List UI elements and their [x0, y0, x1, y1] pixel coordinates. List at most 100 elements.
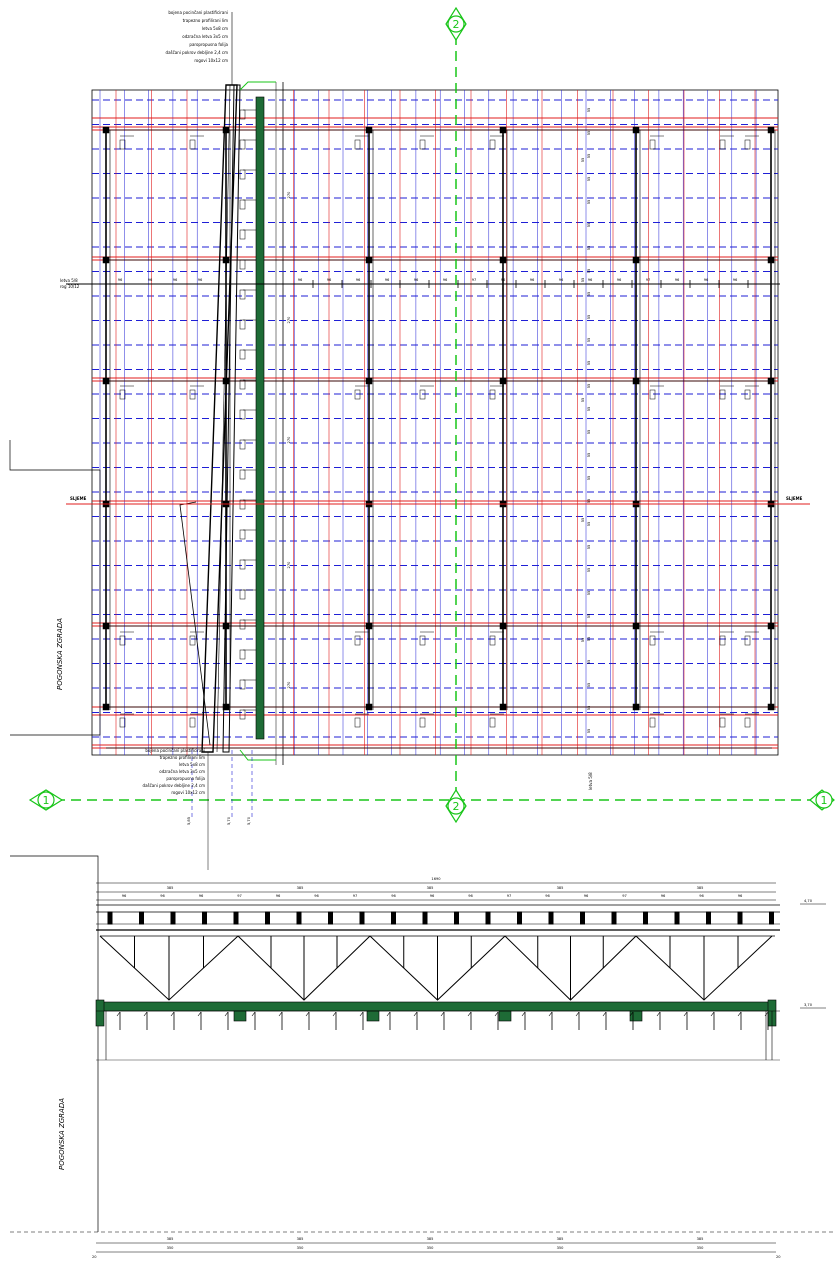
batten-spacing-dim: 96: [733, 278, 738, 282]
hanger-symbol: [649, 389, 656, 400]
joint-symbol: [632, 256, 640, 264]
batten-spacing-dim: 96: [617, 278, 622, 282]
section-batten: [107, 911, 113, 925]
axis-2-top-marker: 2: [445, 6, 467, 42]
column-dimension: 55: [587, 706, 591, 711]
section-rafter-arrow: [494, 1011, 499, 1017]
section-rafter-arrow: [224, 1011, 229, 1017]
joint-symbol: [499, 703, 507, 711]
wall-symbol: [239, 649, 246, 660]
section-batten: [454, 911, 459, 925]
hanger-symbol: [419, 139, 426, 150]
wall-symbol: [239, 259, 246, 270]
section-rafter-arrow: [116, 1011, 121, 1017]
axis-2-bottom-label: 2: [453, 800, 460, 813]
column-dimension: 55: [587, 499, 591, 504]
section-spacing-dim: 97: [507, 894, 512, 898]
hanger-symbol: [354, 139, 361, 150]
section-batten: [265, 911, 270, 925]
batten-spacing-dim: 96: [530, 278, 535, 282]
section-rafter-arrow: [413, 1011, 418, 1017]
hanger-symbol: [649, 139, 656, 150]
ridge-label-right: SLJEME: [786, 496, 803, 501]
section-top-span: 385: [557, 886, 564, 890]
wall-symbol: [239, 709, 246, 720]
section-top-span: 385: [697, 886, 704, 890]
section-batten: [296, 911, 302, 925]
section-batten: [674, 911, 680, 925]
layer-note: daščani pokrov debljine 2,4 cm: [143, 783, 206, 788]
layer-note: bojena pocinčani plastificirani: [168, 10, 228, 15]
batten-spacing-dim: 97: [472, 278, 477, 282]
section-top-span: 385: [297, 886, 304, 890]
section-edge-dim-left: 20: [92, 1255, 97, 1259]
hanger-symbol: [189, 389, 196, 400]
section-spacing-dim: 96: [160, 894, 165, 898]
wall-symbol: [239, 139, 246, 150]
layer-note: rogovi 10x12 cm: [171, 790, 205, 795]
section-view: POGONSKA ZGRADA 1690 385 385 385 385 385 96 9…: [10, 855, 835, 1259]
vertical-dimension: 270: [287, 191, 291, 199]
bottom-dim-1: 5,85: [187, 817, 191, 825]
section-batten: [643, 911, 648, 925]
section-batten: [359, 911, 365, 925]
section-bottom-inner-span: 350: [427, 1246, 435, 1250]
slope-dimension: 55: [581, 278, 585, 283]
batten-spacing-dim: 96: [443, 278, 448, 282]
section-rafter-arrow: [332, 1011, 337, 1017]
layer-note: letva 5x8 cm: [179, 762, 205, 767]
section-bottom-inner-span: 350: [167, 1246, 175, 1250]
section-spacing-dim: 96: [430, 894, 435, 898]
section-batten: [233, 911, 239, 925]
column-dimension: 55: [587, 338, 591, 343]
section-batten: [769, 911, 774, 925]
section-rafter-arrow: [548, 1011, 553, 1017]
section-batten: [737, 911, 743, 925]
slope-dimension: 55: [581, 158, 585, 163]
column-dimension: 55: [587, 292, 591, 297]
wall-symbol: [239, 319, 246, 330]
slope-dimension: 55: [581, 638, 585, 643]
section-pier: [233, 1010, 247, 1022]
section-bottom-inner-span: 350: [557, 1246, 565, 1250]
section-spacing-dim: 96: [468, 894, 473, 898]
joint-symbol: [102, 622, 110, 630]
hanger-symbol: [419, 635, 426, 646]
joint-symbol: [365, 126, 373, 134]
hanger-symbol: [189, 717, 196, 728]
section-bottom-outer-span: 385: [697, 1237, 704, 1241]
hanger-symbol: [489, 717, 496, 728]
joint-symbol: [632, 377, 640, 385]
section-overall-dim: 1690: [431, 877, 441, 881]
purlin-lines: [115, 90, 756, 755]
section-batten: [706, 911, 711, 925]
section-rafter-arrow: [467, 1011, 472, 1017]
joint-symbol: [767, 256, 775, 264]
ridge: SLJEME SLJEME: [66, 496, 810, 505]
batten-row: letva 5/8 rog 10/12 96 96 96 96 96 96 97 96 96 96…: [60, 278, 780, 289]
plan-bottom-dimensions: 5,85 5,70 5,70 letva 5/8: [187, 750, 593, 825]
batten-spacing-dim: 96: [118, 278, 123, 282]
section-spacing-dim: 96: [314, 894, 319, 898]
batten-spacing-dim: 96: [414, 278, 419, 282]
beam-lines: [92, 117, 778, 749]
section-rafter-arrow: [764, 1011, 769, 1017]
section-rafter-arrow: [575, 1011, 580, 1017]
batten-spacing-dim: 96: [675, 278, 680, 282]
section-spacing-dim: 96: [699, 894, 704, 898]
layer-note: trapezno profilirani lim: [183, 18, 229, 23]
joint-symbol: [499, 256, 507, 264]
hanger-symbol: [419, 389, 426, 400]
hanger-symbol: [649, 717, 656, 728]
column-dimension: 55: [587, 269, 591, 274]
batten-spacing-dim: 96: [173, 278, 178, 282]
adjacent-building-plan: POGONSKA ZGRADA: [9, 440, 101, 736]
batten-label-2: rog 10/12: [60, 284, 80, 289]
wall-symbol: [239, 169, 246, 180]
section-bottom-outer-span: 385: [427, 1237, 434, 1241]
hanger-symbol: [719, 635, 726, 646]
column-dimension: 55: [587, 177, 591, 182]
joint-symbol: [632, 126, 640, 134]
layer-note: rogovi 10x12 cm: [194, 58, 228, 63]
section-rafter-arrow: [386, 1011, 391, 1017]
